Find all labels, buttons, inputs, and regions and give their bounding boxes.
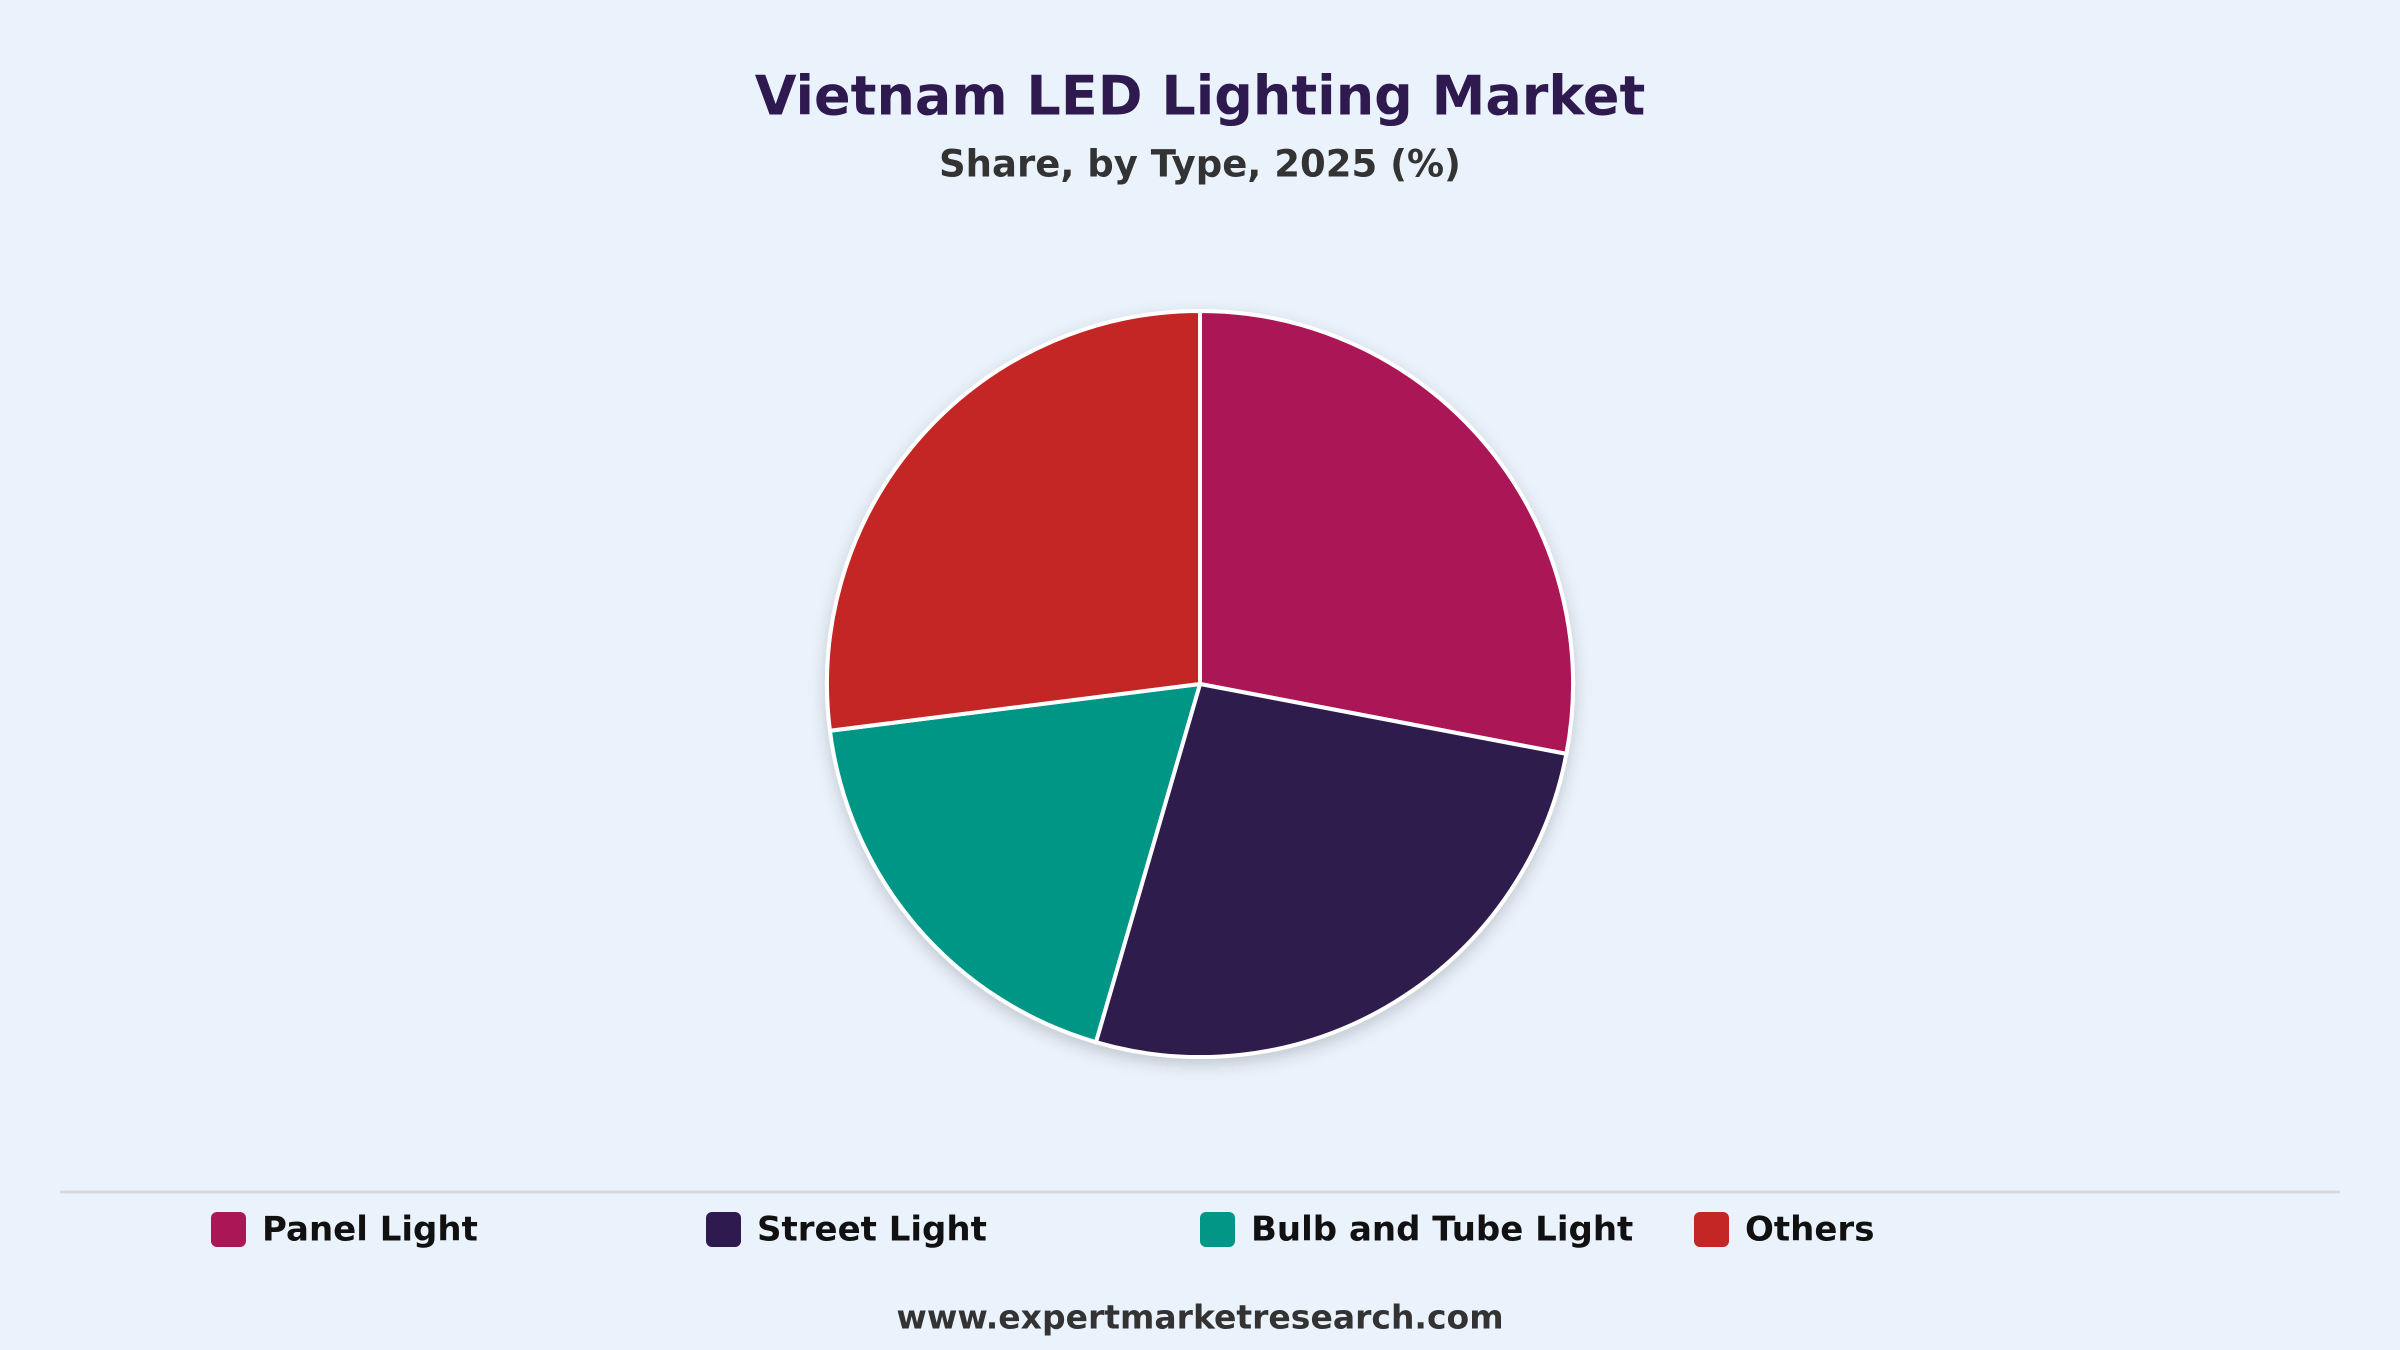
legend-label: Bulb and Tube Light [1251,1210,1633,1250]
legend-swatch [1200,1212,1235,1247]
legend-label: Panel Light [262,1210,478,1250]
pie-slice [1093,682,1569,1059]
legend: Panel Light Street Light Bulb and Tube Lig… [211,1210,1874,1250]
legend-swatch [706,1212,741,1247]
legend-swatch [211,1212,246,1247]
chart-subtitle: Share, by Type, 2025 (%) [939,143,1461,186]
chart-title: Vietnam LED Lighting Market [755,65,1646,128]
pie-slice [825,309,1202,733]
legend-swatch [1694,1212,1729,1247]
pie-slice [827,682,1202,1045]
pie [825,309,1575,1059]
legend-label: Others [1745,1210,1874,1250]
pie-slice [1198,309,1575,756]
source: www.expertmarketresearch.com [896,1298,1503,1337]
legend-label: Street Light [757,1210,987,1250]
